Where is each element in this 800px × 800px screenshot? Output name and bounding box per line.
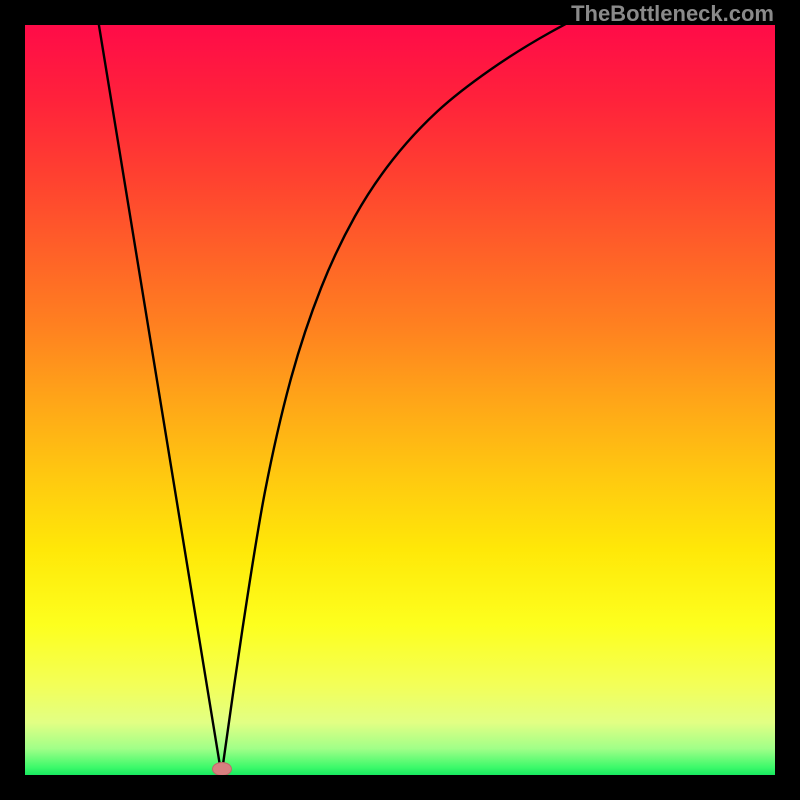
bottleneck-curve — [50, 25, 775, 775]
chart-curves — [25, 25, 775, 775]
chart-frame: TheBottleneck.com — [0, 0, 800, 800]
watermark-label: TheBottleneck.com — [571, 1, 774, 27]
plot-area — [25, 25, 775, 775]
cusp-marker — [212, 762, 232, 775]
